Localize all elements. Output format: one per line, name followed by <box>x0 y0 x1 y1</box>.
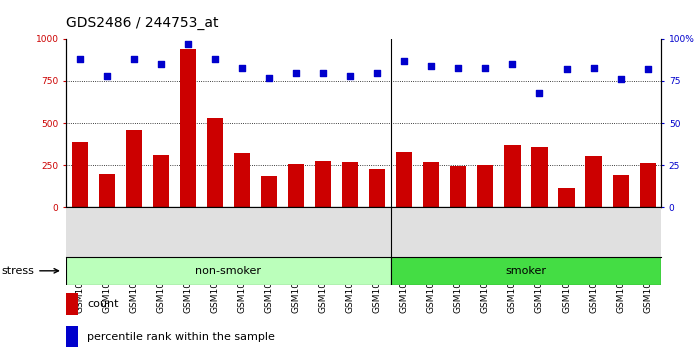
Bar <box>369 169 386 207</box>
Bar <box>180 49 196 207</box>
Bar <box>640 162 656 207</box>
Point <box>480 65 491 70</box>
Text: count: count <box>87 299 118 309</box>
Point <box>128 56 139 62</box>
Point <box>399 58 410 64</box>
Text: non-smoker: non-smoker <box>196 266 262 276</box>
Bar <box>126 130 142 207</box>
Text: smoker: smoker <box>505 266 546 276</box>
Text: stress: stress <box>1 266 58 276</box>
Point <box>290 70 301 75</box>
Bar <box>66 257 390 285</box>
Text: percentile rank within the sample: percentile rank within the sample <box>87 331 275 342</box>
Bar <box>396 153 412 207</box>
Bar <box>66 293 78 315</box>
Point <box>426 63 437 69</box>
Bar <box>612 175 628 207</box>
Bar <box>72 142 88 207</box>
Bar <box>66 326 78 347</box>
Bar <box>450 166 466 207</box>
Point <box>642 67 654 72</box>
Bar <box>342 162 358 207</box>
Text: GDS2486 / 244753_at: GDS2486 / 244753_at <box>66 16 219 30</box>
Bar <box>234 153 250 207</box>
Point <box>155 61 166 67</box>
Bar <box>585 156 601 207</box>
Bar <box>152 155 169 207</box>
Bar <box>207 118 223 207</box>
Bar <box>99 174 115 207</box>
Point <box>237 65 248 70</box>
Point <box>182 41 193 47</box>
Point <box>263 75 274 80</box>
Bar <box>531 147 548 207</box>
Point <box>561 67 572 72</box>
Bar <box>390 257 661 285</box>
Point <box>372 70 383 75</box>
Point <box>453 65 464 70</box>
Bar <box>261 176 277 207</box>
Bar <box>505 145 521 207</box>
Point <box>345 73 356 79</box>
Point <box>588 65 599 70</box>
Point <box>534 90 545 96</box>
Bar <box>423 162 439 207</box>
Bar <box>558 188 575 207</box>
Bar <box>315 161 331 207</box>
Bar <box>288 164 304 207</box>
Point <box>101 73 112 79</box>
Bar <box>477 165 493 207</box>
Point <box>317 70 329 75</box>
Point <box>74 56 85 62</box>
Point <box>615 76 626 82</box>
Point <box>507 61 518 67</box>
Point <box>209 56 221 62</box>
